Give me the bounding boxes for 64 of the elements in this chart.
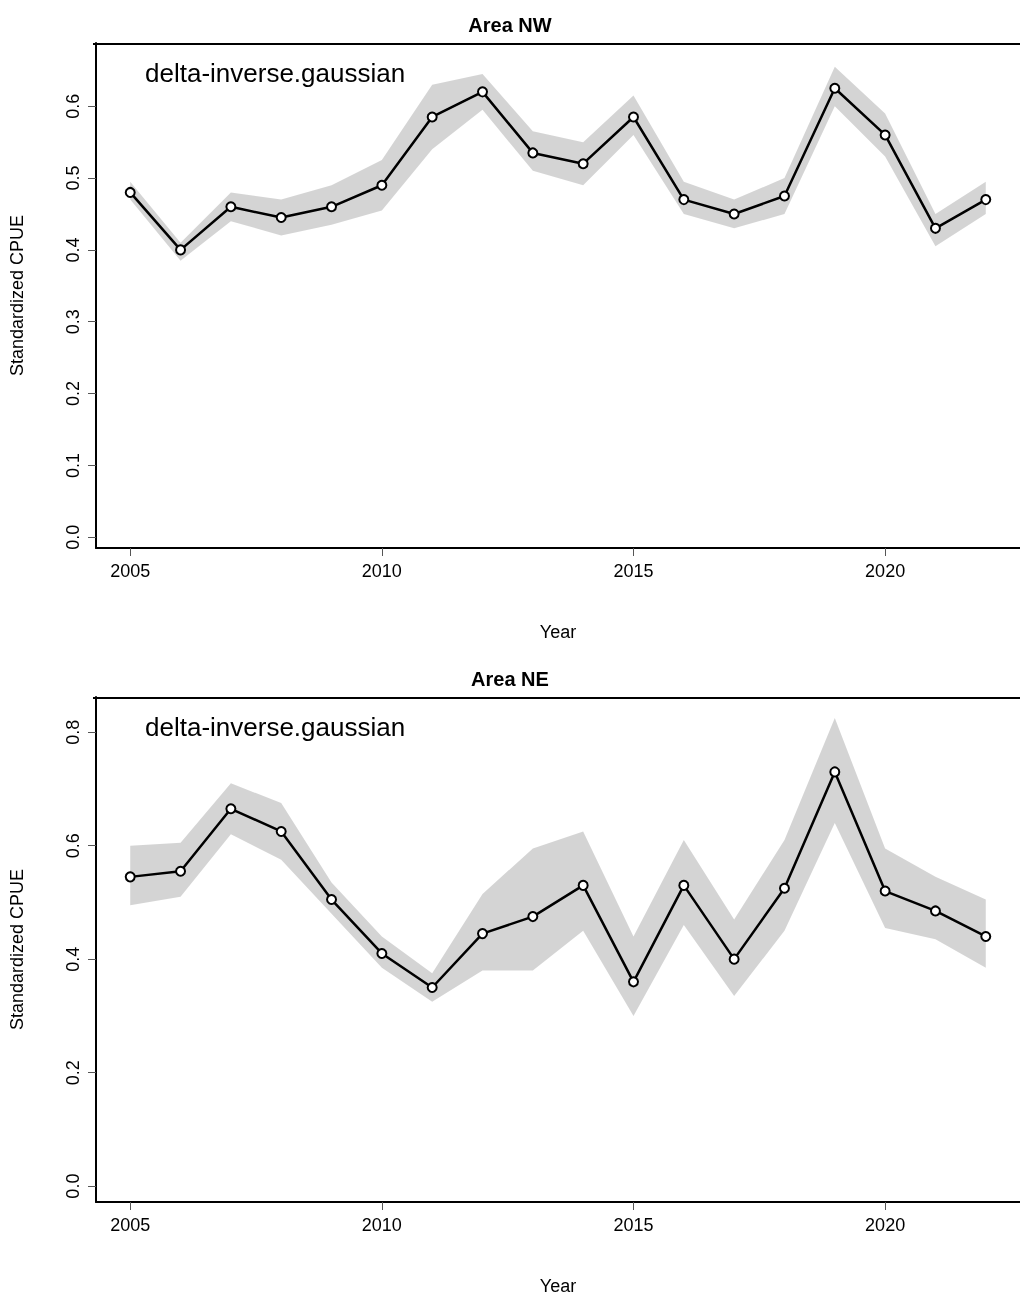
point [275, 212, 287, 224]
x-axis-title: Year [539, 1276, 577, 1296]
y-tick-label: 0.8 [63, 719, 83, 745]
point [628, 976, 639, 988]
point [124, 871, 136, 883]
y-tick-label: 0.0 [63, 1173, 83, 1199]
x-tick-label: 2005 [110, 1215, 151, 1235]
x-tick-label: 2010 [361, 561, 402, 581]
point [678, 194, 690, 206]
point [376, 179, 388, 191]
point [477, 928, 489, 940]
annotation: delta-inverse.gaussian [145, 58, 406, 88]
point [728, 953, 740, 965]
y-tick-label: 0.0 [63, 524, 83, 550]
x-tick-label: 2010 [361, 1215, 402, 1235]
point [225, 803, 237, 815]
x-axis-title: Year [539, 622, 577, 642]
point [829, 82, 841, 94]
y-tick-label: 0.4 [63, 946, 83, 972]
point [980, 930, 992, 942]
x-tick-label: 2005 [110, 561, 151, 581]
y-tick-label: 0.2 [63, 381, 83, 407]
x-tick-label: 2015 [613, 561, 654, 581]
point [175, 244, 187, 256]
point [527, 147, 539, 159]
annotation: delta-inverse.gaussian [145, 712, 406, 742]
y-tick-label: 0.5 [63, 165, 83, 191]
y-axis-title: Standardized CPUE [7, 868, 27, 1031]
point [326, 201, 338, 213]
point [577, 879, 589, 891]
chart-title: Area NW [468, 14, 552, 36]
point [477, 86, 489, 98]
point [929, 905, 941, 917]
y-axis-title: Standardized CPUE [7, 214, 27, 377]
point [577, 158, 589, 170]
y-tick-label: 0.4 [63, 237, 83, 263]
point [879, 129, 891, 141]
point [326, 894, 338, 906]
x-tick-label: 2020 [865, 1215, 906, 1235]
point [124, 186, 136, 198]
point [829, 766, 841, 778]
chart-title: Area NE [471, 668, 549, 690]
point [527, 911, 539, 923]
point [628, 111, 639, 123]
point [778, 190, 790, 202]
point [426, 111, 438, 123]
y-tick-label: 0.2 [63, 1060, 83, 1086]
y-tick-label: 0.6 [63, 833, 83, 859]
point [275, 825, 287, 837]
x-tick-label: 2020 [865, 561, 906, 581]
point [728, 208, 740, 220]
y-tick-label: 0.6 [63, 93, 83, 119]
y-tick-label: 0.3 [63, 309, 83, 335]
point [778, 882, 790, 894]
point [225, 201, 237, 213]
point [980, 194, 992, 206]
x-tick-label: 2015 [613, 1215, 654, 1235]
point [175, 865, 187, 877]
point [376, 947, 388, 959]
point [678, 879, 690, 891]
point [929, 222, 941, 234]
point [426, 982, 438, 994]
y-tick-label: 0.1 [63, 452, 83, 478]
point [879, 885, 891, 897]
